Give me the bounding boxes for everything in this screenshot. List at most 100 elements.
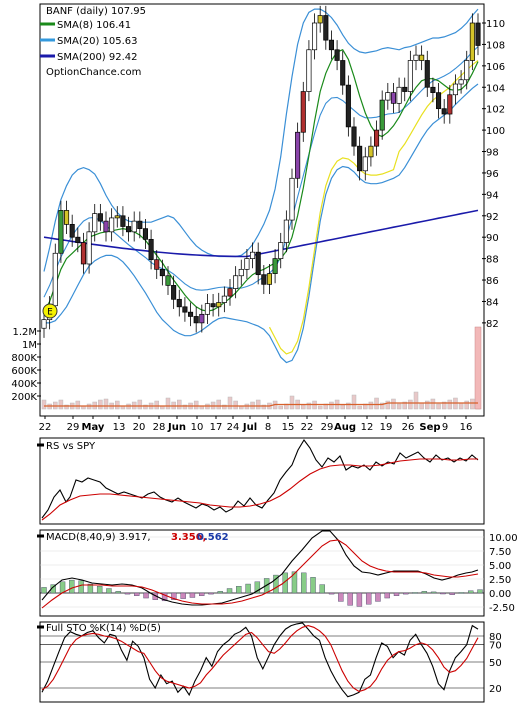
candle-body [159, 268, 165, 277]
candle-body [407, 60, 413, 92]
volume-tick-label: 600K [11, 366, 37, 377]
macd-hist-bar [449, 592, 455, 595]
candle-body [210, 303, 216, 308]
volume-bar [379, 402, 385, 410]
macd-tick-label: 2.50 [489, 575, 511, 586]
macd-chart-title: MACD(8,40,9) 3.917, [46, 532, 151, 543]
candle-body [351, 126, 357, 147]
price-tick-label: 82 [486, 319, 499, 330]
candle-body [114, 215, 120, 219]
candlesticks [41, 5, 481, 338]
volume-bar [329, 401, 334, 410]
x-tick-label: 22 [301, 422, 314, 433]
volume-bar [402, 401, 407, 410]
volume-bars [41, 326, 482, 410]
macd-hist-bar [347, 592, 353, 606]
macd-tick-label: 10.00 [489, 533, 518, 544]
volume-tick-label: 800K [11, 353, 37, 364]
volume-tick-label: 1M [22, 340, 37, 351]
legend-label-sma20: SMA(20) 105.63 [57, 36, 138, 47]
candle-body [295, 131, 301, 179]
candle-body [289, 177, 295, 221]
sto-tick-label: 70 [489, 641, 502, 652]
volume-bar [374, 397, 379, 410]
candle-body [435, 92, 442, 110]
macd-hist-bar [273, 574, 279, 594]
bollinger-upper-line [43, 8, 479, 272]
bollinger-bands [43, 8, 479, 364]
price-tick-label: 106 [486, 62, 505, 73]
price-tick-label: 88 [486, 255, 499, 266]
volume-tick-label: 1.2M [12, 327, 37, 338]
x-tick-label: 26 [402, 422, 415, 433]
candle-body [272, 258, 278, 274]
sto-tick-label: 50 [489, 658, 502, 669]
candle-body [278, 242, 284, 259]
candle-body [63, 210, 70, 225]
macd-line [41, 530, 479, 606]
volume-bar [216, 399, 221, 410]
candle-body [187, 311, 194, 317]
x-tick-label: 12 [361, 422, 374, 433]
candle-body [261, 274, 267, 285]
macd-hist-bar [96, 586, 103, 594]
candle-body [148, 238, 154, 261]
candle-body [120, 215, 126, 227]
price-tick-label: 84 [486, 297, 499, 308]
volume-bar [464, 400, 469, 410]
candle-body [86, 231, 92, 265]
volume-bar [447, 399, 453, 410]
candle-body [92, 213, 98, 233]
volume-bar [340, 404, 345, 410]
candle-body [362, 156, 368, 172]
candle-body [199, 313, 205, 324]
legend-label-sma200: SMA(200) 92.42 [57, 52, 138, 63]
earnings-marker-label: E [47, 308, 53, 318]
x-tick-label: Aug [334, 422, 356, 433]
volume-bar [470, 398, 475, 410]
macd-hist-bar [236, 586, 242, 594]
macd-tick-label: -2.50 [489, 603, 515, 614]
volume-bar [75, 400, 81, 410]
macd-hist-bar [393, 592, 400, 596]
volume-bar [430, 398, 436, 410]
candle-body [176, 298, 182, 308]
volume-bar [222, 404, 227, 410]
price-tick-label: 90 [486, 233, 499, 244]
candle-body [227, 288, 233, 297]
macd-hist-bar [78, 580, 84, 594]
candle-body [52, 252, 58, 307]
x-tick-label: Sep [419, 422, 440, 433]
candle-body [390, 92, 397, 104]
x-tick-label: 24 [227, 422, 240, 433]
candle-body [452, 83, 459, 96]
candle-body [379, 99, 385, 131]
macd-hist-bar [356, 592, 363, 607]
volume-bar [419, 402, 424, 410]
candle-body [80, 242, 87, 265]
price-tick-label: 100 [486, 126, 505, 137]
candle-body [300, 91, 306, 133]
macd-hist-bar [458, 592, 465, 594]
candle-body [396, 86, 402, 104]
candle-body [182, 306, 188, 313]
volume-bar [346, 402, 351, 410]
macd-hist-bar [421, 591, 428, 594]
candle-body [447, 94, 453, 115]
candle-body [137, 220, 143, 229]
volume-average-line [44, 402, 478, 407]
x-tick-label: 19 [380, 422, 393, 433]
macd-hist-bar [161, 592, 168, 602]
candle-body [221, 295, 227, 303]
candle-body [238, 268, 244, 277]
macd-hist-bar [384, 592, 390, 599]
macd-hist-bar [430, 591, 437, 594]
volume-bar [143, 404, 148, 410]
macd-hist-bar [310, 577, 316, 594]
macd-panel-frame [39, 529, 485, 617]
sma8-line [43, 49, 479, 313]
rs-panel-frame [39, 437, 485, 525]
volume-bar [177, 399, 182, 410]
earnings-marker-circle [42, 303, 58, 319]
